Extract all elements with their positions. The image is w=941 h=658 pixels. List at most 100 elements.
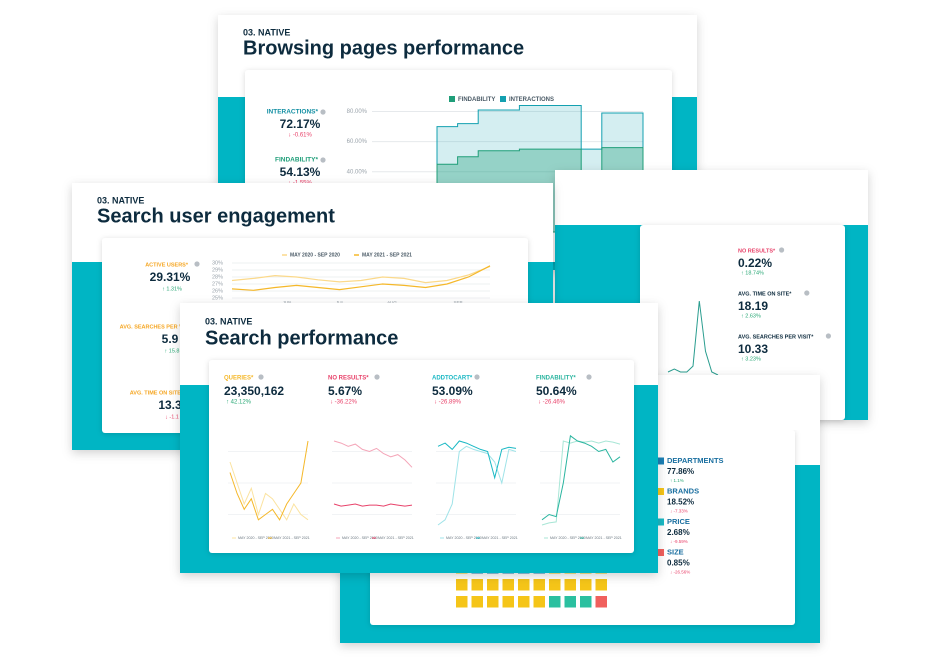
legend-label: MAY 2020 - SEP 2020 [290, 252, 340, 258]
metric-value: 29.31% [150, 270, 191, 284]
line [231, 265, 491, 291]
metric-change: ↑ 18.74% [741, 270, 764, 276]
metric-value: 5.67% [328, 384, 362, 398]
waffle-cell [487, 596, 499, 608]
legend-label: MAY 2021 - SEP 2021 [586, 536, 622, 540]
metric-label: AVG. TIME ON SITE IN [130, 390, 188, 396]
metric-value: 0.22% [738, 256, 772, 270]
legend-label: BRANDS [667, 486, 699, 495]
info-icon [320, 109, 326, 115]
legend-label: SIZE [667, 547, 684, 556]
metric-value: 53.09% [432, 384, 473, 398]
waffle-cell [518, 579, 530, 591]
y-tick-label: 40.00% [347, 169, 368, 175]
line [437, 445, 517, 526]
info-icon [320, 157, 326, 163]
metric-value: 10.33 [738, 342, 768, 356]
waffle-cell [533, 596, 545, 608]
metric-value: 23,350,162 [224, 384, 284, 398]
y-tick-label: 27% [212, 281, 223, 287]
x-tick-label: AUG [387, 300, 397, 305]
legend-label: MAY 2021 - SEP 2021 [378, 536, 414, 540]
waffle-cell [580, 596, 592, 608]
waffle-cell [549, 596, 561, 608]
metric-label: AVG. TIME ON SITE* [738, 291, 792, 297]
section-label: 03. NATIVE [97, 195, 144, 205]
waffle-cell [502, 579, 514, 591]
line [333, 503, 413, 507]
line [229, 440, 309, 521]
metric-change: ↑ 42.12% [226, 400, 252, 406]
item-value: 77.86% [667, 467, 694, 476]
y-tick-label: 28% [212, 274, 223, 280]
line [437, 440, 517, 480]
legend-swatch [658, 457, 664, 465]
legend-label: MAY 2021 - SEP 2021 [274, 536, 310, 540]
metric-change: ↑ 3.23% [741, 356, 761, 362]
metric-value: 13.3 [158, 398, 182, 412]
legend-label: DEPARTMENTS [667, 456, 724, 465]
waffle-cell [471, 596, 483, 608]
item-change: ↓ -9.59% [670, 539, 688, 544]
y-tick-label: 80.00% [347, 109, 368, 115]
legend-label: INTERACTIONS [509, 97, 554, 103]
metric-change: ↑ 2.63% [741, 313, 761, 319]
metric-label: NO RESULTS* [328, 376, 369, 382]
waffle-cell [564, 579, 576, 591]
legend-swatch [658, 488, 664, 495]
top-card [658, 375, 820, 430]
y-tick-label: 25% [212, 295, 223, 301]
line [229, 461, 309, 521]
slide-title: Browsing pages performance [243, 37, 524, 59]
info-icon [374, 374, 380, 380]
legend-label: FINDABILITY [458, 97, 495, 103]
info-icon [258, 374, 264, 380]
item-value: 2.68% [667, 528, 690, 537]
line [541, 434, 621, 521]
y-tick-label: 30% [212, 260, 223, 266]
inner-card [640, 225, 845, 420]
metric-label: FINDABILITY* [536, 376, 576, 382]
x-tick-label: SEP [453, 300, 462, 305]
metric-label: FINDABILITY* [275, 157, 318, 164]
inner-card [209, 360, 634, 553]
slide-title: Search user engagement [97, 205, 335, 227]
legend-swatch [449, 96, 455, 102]
waffle-cell [549, 579, 561, 591]
legend-swatch [500, 96, 506, 102]
metric-change: ↓ -1.1 [165, 414, 179, 420]
item-change: ↑ 1.1% [670, 478, 684, 483]
y-tick-label: 26% [212, 288, 223, 294]
legend-swatch [658, 549, 664, 556]
info-icon [825, 333, 832, 339]
waffle-cell [595, 579, 607, 591]
legend-label: MAY 2021 - SEP 2021 [482, 536, 518, 540]
legend-label: PRICE [667, 517, 690, 526]
metric-value: 50.64% [536, 384, 577, 398]
waffle-cell [518, 596, 530, 608]
info-icon [474, 374, 480, 380]
search-slide [180, 303, 658, 573]
metric-change: ↓ -0.61% [288, 133, 312, 139]
metric-label: NO RESULTS* [738, 248, 776, 254]
info-icon [194, 261, 200, 267]
legend-label: MAY 2020 - SEP 2020 [342, 536, 378, 540]
waffle-cell [471, 579, 483, 591]
item-change: ↓ -7.33% [670, 509, 688, 514]
line [667, 300, 719, 376]
legend-label: MAY 2020 - SEP 2020 [238, 536, 274, 540]
line [231, 265, 491, 284]
x-tick-label: JUN [283, 300, 292, 305]
item-value: 18.52% [667, 498, 694, 507]
metric-value: 5.9 [162, 332, 179, 346]
y-tick-label: 60.00% [347, 139, 368, 145]
metric-change: ↓ -26.89% [434, 400, 462, 406]
legend-label: MAY 2021 - SEP 2021 [362, 252, 412, 258]
legend-label: MAY 2020 - SEP 2020 [446, 536, 482, 540]
metric-change: ↑ 1.31% [162, 286, 182, 292]
legend-swatch [658, 518, 664, 526]
waffle-cell [456, 596, 468, 608]
metric-change: ↓ -26.46% [538, 400, 566, 406]
metric-change: ↑ 15.8 [165, 348, 180, 354]
